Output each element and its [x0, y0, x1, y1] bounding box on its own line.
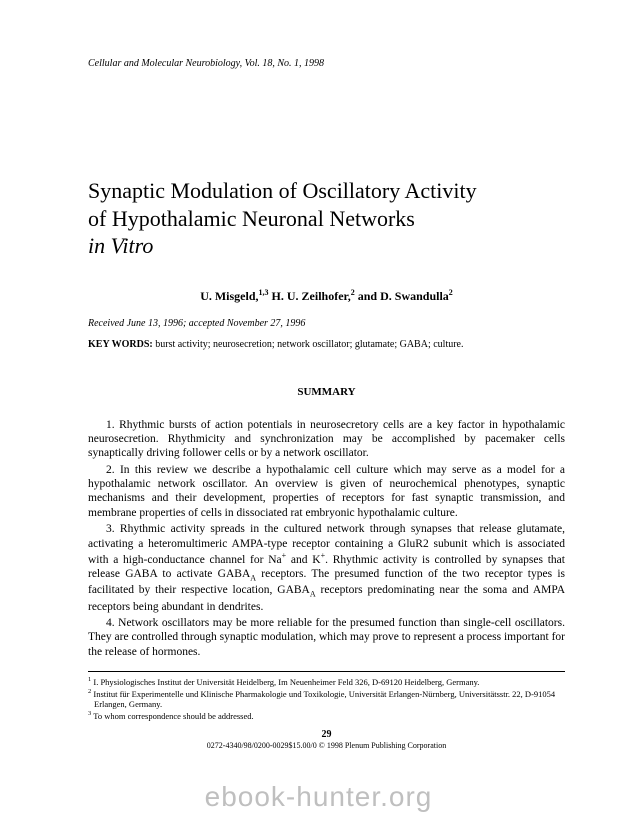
article-title: Synaptic Modulation of Oscillatory Activ…: [88, 177, 565, 260]
summary-para-2: 2. In this review we describe a hypothal…: [88, 463, 565, 521]
copyright-line: 0272-4340/98/0200-0029$15.00/0 © 1998 Pl…: [88, 741, 565, 750]
page-number: 29: [88, 729, 565, 740]
para3-part-b: and K: [286, 554, 320, 566]
footnote-3-text: To whom correspondence should be address…: [91, 711, 253, 721]
summary-para-3: 3. Rhythmic activity spreads in the cult…: [88, 522, 565, 614]
footnote-rule: [88, 671, 565, 672]
journal-header: Cellular and Molecular Neurobiology, Vol…: [88, 58, 565, 69]
author-1-affil: 1,3: [259, 288, 269, 297]
keywords-text: burst activity; neurosecretion; network …: [153, 339, 464, 350]
footnote-3: 3 To whom correspondence should be addre…: [88, 710, 565, 721]
received-dates: Received June 13, 1996; accepted Novembe…: [88, 318, 565, 329]
title-line-3: in Vitro: [88, 233, 153, 258]
keywords-label: KEY WORDS:: [88, 339, 153, 350]
footnote-2-text: Institut für Experimentelle und Klinisch…: [91, 689, 555, 709]
author-3: and D. Swandulla: [355, 289, 449, 303]
summary-para-4: 4. Network oscillators may be more relia…: [88, 616, 565, 659]
keywords: KEY WORDS: burst activity; neurosecretio…: [88, 339, 565, 350]
title-line-2: of Hypothalamic Neuronal Networks: [88, 206, 415, 231]
author-3-affil: 2: [449, 288, 453, 297]
title-line-1: Synaptic Modulation of Oscillatory Activ…: [88, 178, 477, 203]
author-1: U. Misgeld,: [200, 289, 258, 303]
authors: U. Misgeld,1,3 H. U. Zeilhofer, 2 and D. …: [88, 288, 565, 304]
watermark: ebook-hunter.org: [0, 781, 637, 813]
page-footer: 29 0272-4340/98/0200-0029$15.00/0 © 1998…: [88, 729, 565, 750]
footnote-1-text: I. Physiologisches Institut der Universi…: [91, 677, 479, 687]
summary-para-1: 1. Rhythmic bursts of action potentials …: [88, 418, 565, 461]
footnote-1: 1 I. Physiologisches Institut der Univer…: [88, 676, 565, 687]
footnotes: 1 I. Physiologisches Institut der Univer…: [88, 676, 565, 721]
summary-heading: SUMMARY: [88, 386, 565, 398]
footnote-2: 2 Institut für Experimentelle und Klinis…: [88, 688, 565, 709]
author-2: H. U. Zeilhofer,: [269, 289, 351, 303]
